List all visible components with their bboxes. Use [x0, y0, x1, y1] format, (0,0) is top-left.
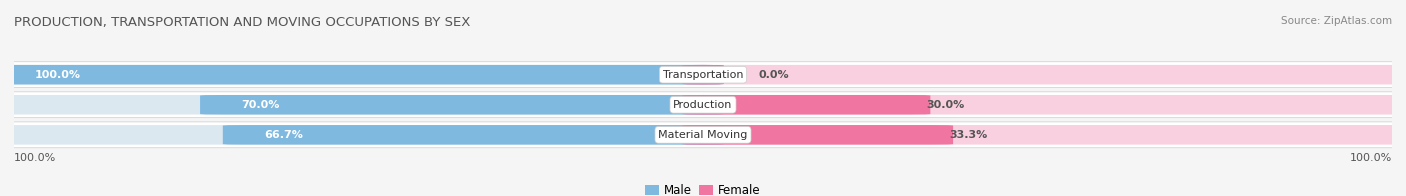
FancyBboxPatch shape: [200, 95, 724, 114]
FancyBboxPatch shape: [682, 65, 724, 84]
Text: 33.3%: 33.3%: [949, 130, 987, 140]
FancyBboxPatch shape: [682, 125, 1406, 145]
Text: 0.0%: 0.0%: [758, 70, 789, 80]
Text: Production: Production: [673, 100, 733, 110]
Text: 100.0%: 100.0%: [14, 153, 56, 163]
Text: Material Moving: Material Moving: [658, 130, 748, 140]
Text: 100.0%: 100.0%: [35, 70, 80, 80]
FancyBboxPatch shape: [0, 62, 1406, 88]
FancyBboxPatch shape: [682, 95, 1406, 114]
FancyBboxPatch shape: [0, 92, 1406, 118]
FancyBboxPatch shape: [0, 95, 724, 114]
Text: 70.0%: 70.0%: [242, 100, 280, 110]
FancyBboxPatch shape: [682, 95, 931, 114]
Text: 66.7%: 66.7%: [264, 130, 304, 140]
FancyBboxPatch shape: [0, 122, 1406, 148]
Text: Source: ZipAtlas.com: Source: ZipAtlas.com: [1281, 16, 1392, 26]
FancyBboxPatch shape: [0, 65, 724, 84]
Text: Transportation: Transportation: [662, 70, 744, 80]
FancyBboxPatch shape: [682, 65, 1406, 84]
FancyBboxPatch shape: [222, 125, 724, 145]
FancyBboxPatch shape: [0, 65, 724, 84]
FancyBboxPatch shape: [0, 125, 724, 145]
Text: PRODUCTION, TRANSPORTATION AND MOVING OCCUPATIONS BY SEX: PRODUCTION, TRANSPORTATION AND MOVING OC…: [14, 16, 471, 29]
FancyBboxPatch shape: [682, 125, 953, 145]
Text: 30.0%: 30.0%: [927, 100, 965, 110]
Legend: Male, Female: Male, Female: [641, 179, 765, 196]
Text: 100.0%: 100.0%: [1350, 153, 1392, 163]
